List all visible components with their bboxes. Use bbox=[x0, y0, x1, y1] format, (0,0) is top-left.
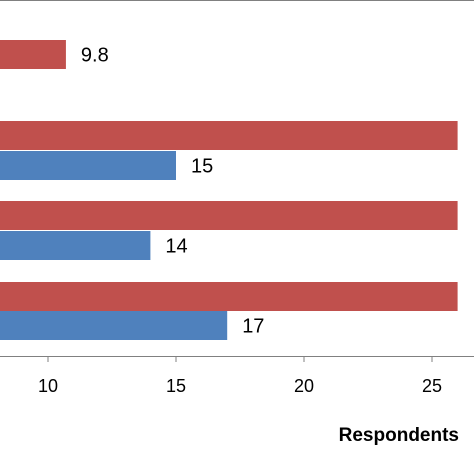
bar-group3-blue bbox=[0, 231, 151, 260]
x-tick-label-25: 25 bbox=[422, 376, 442, 396]
data-label-group4-blue: 17 bbox=[242, 316, 264, 338]
bar-group1-red bbox=[0, 40, 66, 69]
bar-group2-red bbox=[0, 121, 458, 150]
data-label-group3-blue: 14 bbox=[165, 236, 187, 258]
data-label-group2-blue: 15 bbox=[191, 156, 213, 178]
bar-group4-red bbox=[0, 282, 458, 311]
x-axis-title: Respondents bbox=[339, 425, 459, 446]
x-tick-label-15: 15 bbox=[166, 376, 186, 396]
data-label-group1-red: 9.8 bbox=[81, 45, 109, 67]
bar-group3-red bbox=[0, 201, 458, 230]
bar-group4-blue bbox=[0, 311, 228, 340]
bar-group2-blue bbox=[0, 151, 176, 180]
x-tick-label-20: 20 bbox=[294, 376, 314, 396]
x-tick-label-10: 10 bbox=[38, 376, 58, 396]
